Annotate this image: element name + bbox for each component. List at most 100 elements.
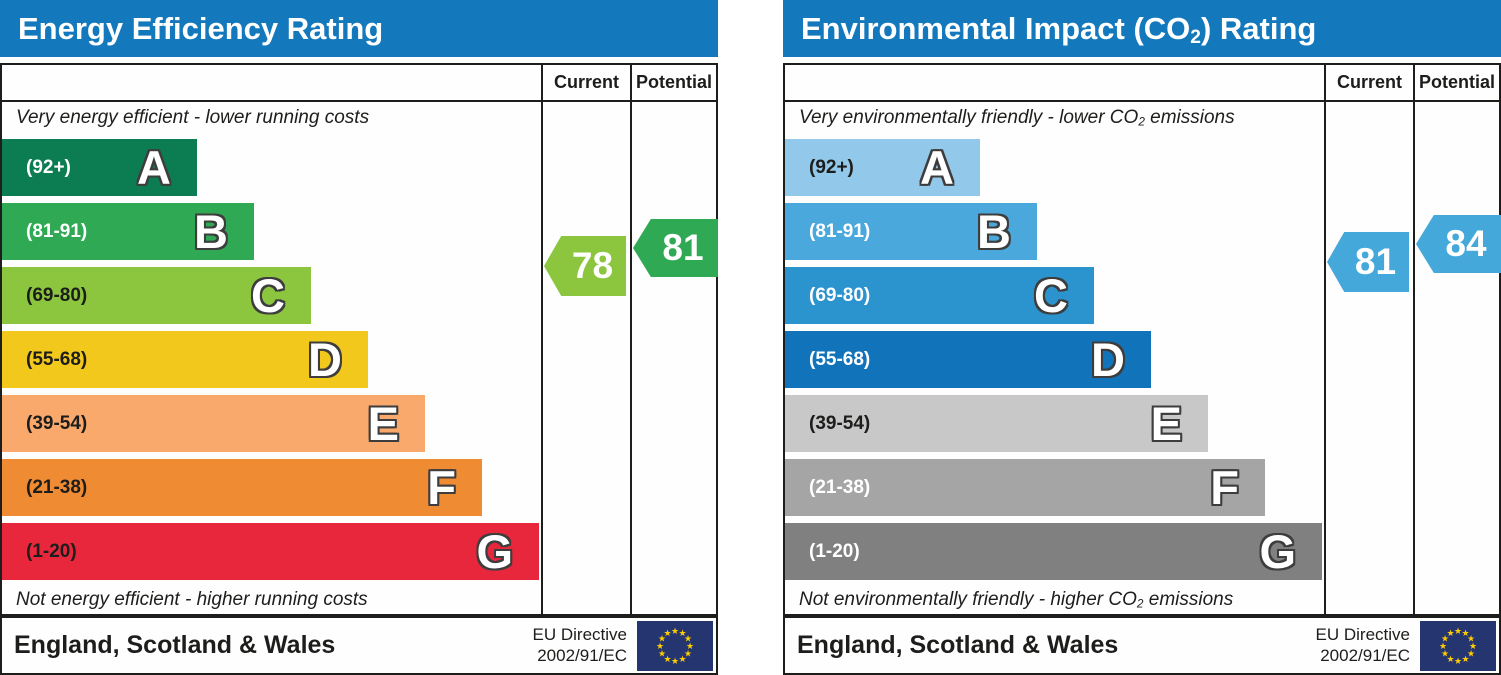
svg-text:★: ★ — [678, 654, 686, 664]
svg-text:★: ★ — [658, 648, 666, 658]
eu-flag-icon: ★ ★★ ★★★ ★★★ ★★★ — [637, 620, 713, 671]
band-range-label: (55-68) — [809, 348, 871, 370]
header-row-divider — [2, 100, 716, 102]
svg-text:★: ★ — [671, 656, 679, 666]
svg-text:★: ★ — [1467, 633, 1475, 643]
potential-column-header: Potential — [1418, 72, 1495, 92]
svg-text:★: ★ — [1454, 656, 1462, 666]
band-letter: D — [1091, 333, 1125, 386]
band-e: (39-54) E — [2, 395, 425, 452]
band-range-label: (81-91) — [26, 220, 88, 242]
footer-region-label: England, Scotland & Wales — [797, 631, 1119, 659]
bottom-note: Not environmentally friendly - higher CO… — [799, 589, 1234, 611]
svg-text:★: ★ — [1441, 648, 1449, 658]
band-range-label: (55-68) — [26, 348, 88, 370]
svg-text:★: ★ — [684, 633, 692, 643]
footer-bar: England, Scotland & Wales EU Directive 2… — [0, 616, 718, 675]
band-range-label: (92+) — [26, 156, 71, 178]
svg-text:★: ★ — [1439, 641, 1447, 651]
band-letter: F — [1210, 461, 1239, 514]
chart-title-subscript: 2 — [1190, 27, 1201, 49]
header-row-divider — [785, 100, 1499, 102]
current-rating-value: 81 — [1354, 241, 1397, 282]
chart-title: Energy Efficiency Rating — [18, 11, 384, 46]
potential-column-header: Potential — [635, 72, 712, 92]
top-note: Very energy efficient - lower running co… — [16, 107, 370, 128]
potential-rating-value: 84 — [1445, 223, 1487, 264]
band-e: (39-54) E — [785, 395, 1208, 452]
band-b: (81-91) B — [785, 203, 1037, 260]
eu-flag-icon: ★ ★★ ★★★ ★★★ ★★★ — [1420, 620, 1496, 671]
svg-text:★: ★ — [1446, 654, 1454, 664]
bottom-note: Not energy efficient - higher running co… — [16, 589, 368, 610]
band-b: (81-91) B — [2, 203, 254, 260]
band-range-label: (69-80) — [809, 284, 871, 306]
top-note: Very environmentally friendly - lower CO… — [799, 107, 1235, 129]
svg-text:★: ★ — [658, 633, 666, 643]
potential-rating-arrow: 81 — [633, 219, 718, 277]
band-letter: G — [476, 525, 513, 578]
current-column-header: Current — [553, 72, 619, 92]
energy-efficiency-chart: Energy Efficiency Rating Current Potenti… — [0, 0, 718, 675]
band-range-label: (39-54) — [26, 412, 88, 434]
svg-text:★: ★ — [678, 628, 686, 638]
band-range-label: (21-38) — [809, 476, 871, 498]
rating-table: Current Potential Very environmentally f… — [783, 63, 1501, 616]
svg-text:★: ★ — [671, 626, 679, 636]
band-letter: D — [308, 333, 342, 386]
svg-text:★: ★ — [1461, 628, 1469, 638]
band-range-label: (69-80) — [26, 284, 88, 306]
band-range-label: (1-20) — [26, 540, 77, 562]
band-g: (1-20) G — [2, 523, 539, 580]
rating-table: Current Potential Very energy efficient … — [0, 63, 718, 616]
svg-text:★: ★ — [663, 654, 671, 664]
column-divider — [630, 65, 632, 614]
svg-text:★: ★ — [1446, 628, 1454, 638]
band-range-label: (39-54) — [809, 412, 871, 434]
band-letter: F — [427, 461, 456, 514]
current-column-header: Current — [1336, 72, 1402, 92]
band-letter: C — [1034, 269, 1068, 322]
svg-text:★: ★ — [684, 648, 692, 658]
band-letter: A — [920, 141, 954, 194]
band-range-label: (21-38) — [26, 476, 88, 498]
column-divider — [1413, 65, 1415, 614]
svg-text:★: ★ — [656, 641, 664, 651]
band-c: (69-80) C — [2, 267, 311, 324]
column-divider — [1324, 65, 1326, 614]
band-a: (92+) A — [2, 139, 197, 196]
band-letter: B — [977, 205, 1011, 258]
eu-directive-label: EU Directive 2002/91/EC — [1315, 625, 1410, 665]
chart-title-suffix: ) Rating — [1200, 11, 1317, 46]
band-letter: G — [1259, 525, 1296, 578]
svg-text:★: ★ — [1441, 633, 1449, 643]
svg-text:★: ★ — [686, 641, 694, 651]
chart-title-bar: Environmental Impact (CO2) Rating — [783, 0, 1501, 57]
svg-text:★: ★ — [663, 628, 671, 638]
band-letter: C — [251, 269, 285, 322]
footer-region-label: England, Scotland & Wales — [14, 631, 336, 659]
potential-rating-arrow: 84 — [1416, 215, 1501, 273]
current-rating-arrow: 78 — [544, 236, 626, 296]
chart-title-bar: Energy Efficiency Rating — [0, 0, 718, 57]
chart-title: Environmental Impact (CO — [801, 11, 1191, 46]
current-rating-arrow: 81 — [1327, 232, 1409, 292]
environmental-impact-chart: Environmental Impact (CO2) Rating Curren… — [783, 0, 1501, 675]
eu-directive-label: EU Directive 2002/91/EC — [532, 625, 627, 665]
band-c: (69-80) C — [785, 267, 1094, 324]
band-range-label: (81-91) — [809, 220, 871, 242]
band-f: (21-38) F — [785, 459, 1265, 516]
column-divider — [541, 65, 543, 614]
footer-bar: England, Scotland & Wales EU Directive 2… — [783, 616, 1501, 675]
band-letter: B — [194, 205, 228, 258]
band-f: (21-38) F — [2, 459, 482, 516]
svg-text:★: ★ — [1461, 654, 1469, 664]
current-rating-value: 78 — [571, 245, 614, 286]
svg-text:★: ★ — [1467, 648, 1475, 658]
band-g: (1-20) G — [785, 523, 1322, 580]
svg-text:★: ★ — [1469, 641, 1477, 651]
band-range-label: (1-20) — [809, 540, 860, 562]
svg-text:★: ★ — [1454, 626, 1462, 636]
band-d: (55-68) D — [785, 331, 1151, 388]
